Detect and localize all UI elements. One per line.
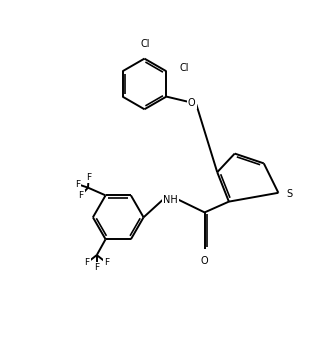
Text: NH: NH — [163, 195, 178, 205]
Text: F: F — [94, 263, 99, 272]
Text: Cl: Cl — [140, 39, 150, 49]
Text: O: O — [188, 98, 196, 108]
Text: O: O — [200, 256, 208, 267]
Text: S: S — [286, 189, 292, 198]
Text: F: F — [86, 173, 91, 182]
Text: Cl: Cl — [180, 63, 189, 74]
Text: F: F — [75, 180, 80, 189]
Text: F: F — [84, 258, 89, 267]
Text: F: F — [79, 191, 84, 200]
Text: F: F — [104, 258, 109, 267]
